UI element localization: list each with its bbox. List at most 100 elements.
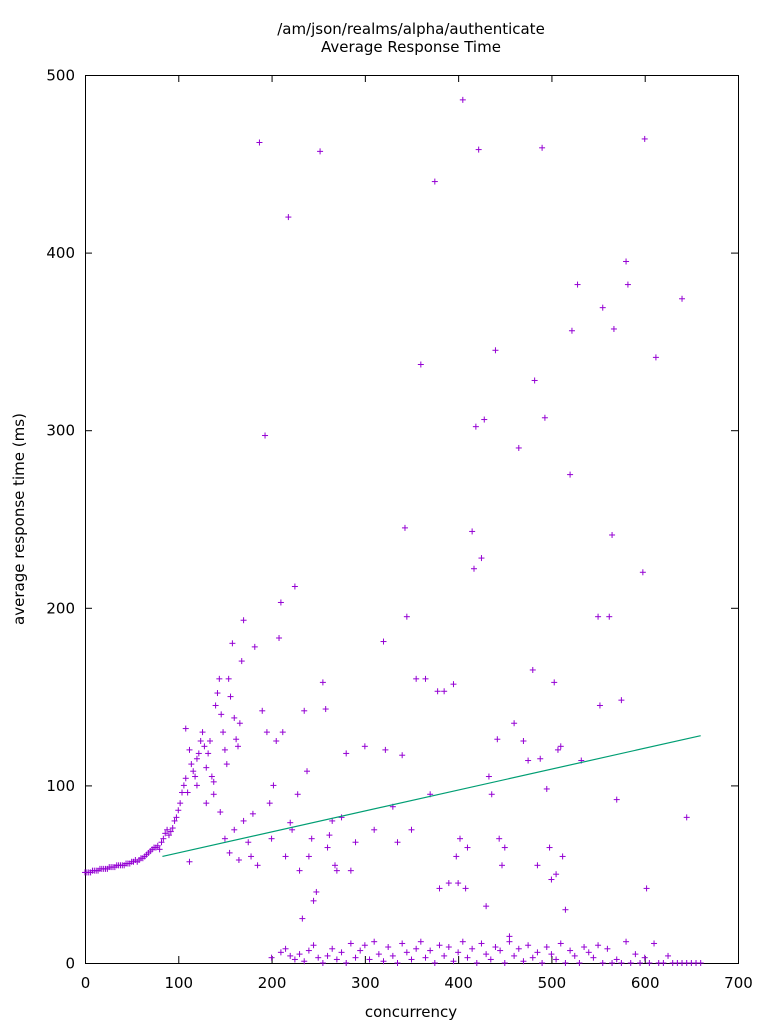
data-point <box>445 880 452 887</box>
data-point <box>464 844 471 851</box>
data-point <box>562 960 569 966</box>
x-tick-label: 300 <box>351 974 380 992</box>
data-point <box>496 835 503 842</box>
data-point <box>203 800 210 807</box>
data-point <box>581 944 588 951</box>
data-point <box>554 746 561 753</box>
data-point <box>268 835 275 842</box>
data-point <box>186 858 193 865</box>
data-point <box>338 814 345 821</box>
y-tick-label: 500 <box>46 67 75 85</box>
data-point <box>478 940 485 947</box>
data-point <box>497 947 504 954</box>
data-point <box>401 524 408 531</box>
data-point <box>557 743 564 750</box>
data-point <box>343 750 350 757</box>
chart-subtitle: Average Response Time <box>321 38 501 56</box>
data-point <box>329 945 336 952</box>
data-point <box>291 956 298 963</box>
data-point <box>399 752 406 759</box>
y-tick-label: 400 <box>46 244 75 262</box>
data-point <box>371 938 378 945</box>
data-point <box>641 135 648 142</box>
data-point <box>212 702 219 709</box>
data-point <box>422 954 429 961</box>
data-point <box>380 638 387 645</box>
data-point <box>606 613 613 620</box>
data-point <box>525 757 532 764</box>
data-point <box>571 952 578 959</box>
x-tick-label: 100 <box>164 974 193 992</box>
data-point <box>366 956 373 963</box>
data-point <box>618 697 625 704</box>
data-point <box>193 782 200 789</box>
data-point <box>319 960 326 966</box>
data-point <box>319 679 326 686</box>
data-point <box>282 853 289 860</box>
data-point <box>304 768 311 775</box>
data-point <box>235 856 242 863</box>
data-points <box>82 96 704 966</box>
data-point <box>610 325 617 332</box>
data-point <box>310 942 317 949</box>
data-point <box>651 940 658 947</box>
data-point <box>385 944 392 951</box>
data-point <box>481 416 488 423</box>
data-point <box>515 444 522 451</box>
data-point <box>207 738 214 744</box>
data-point <box>315 954 322 961</box>
data-point <box>623 938 630 945</box>
data-point <box>459 96 466 103</box>
data-point <box>229 640 236 647</box>
data-point <box>310 897 317 904</box>
data-point <box>660 960 667 966</box>
data-point <box>529 954 536 961</box>
data-point <box>291 583 298 590</box>
data-point <box>539 144 546 151</box>
data-point <box>394 960 401 966</box>
data-point <box>537 755 544 762</box>
data-point <box>305 947 312 954</box>
data-point <box>282 945 289 952</box>
data-point <box>450 958 457 965</box>
data-point <box>445 944 452 951</box>
data-point <box>665 952 672 959</box>
data-point <box>352 839 359 846</box>
y-axis: 0 100 200 300 400 500 <box>46 67 738 973</box>
y-tick-label: 0 <box>65 955 75 973</box>
data-point <box>553 871 560 878</box>
data-point <box>361 942 368 949</box>
x-tick-label: 700 <box>724 974 753 992</box>
data-point <box>624 281 631 288</box>
data-point <box>501 844 508 851</box>
trend-line <box>162 735 701 858</box>
data-point <box>317 148 324 155</box>
data-point <box>408 826 415 833</box>
data-point <box>459 938 466 945</box>
data-point <box>567 471 574 478</box>
data-point <box>294 791 301 798</box>
data-point <box>506 938 513 945</box>
data-point <box>186 746 193 753</box>
data-point <box>434 688 441 695</box>
data-point <box>637 960 644 966</box>
data-point <box>548 951 555 958</box>
data-point <box>546 844 553 851</box>
data-point <box>380 958 387 965</box>
data-point <box>268 954 275 961</box>
data-point <box>299 915 306 922</box>
data-point <box>485 773 492 780</box>
data-point <box>333 867 340 874</box>
data-point <box>210 791 217 798</box>
data-point <box>551 679 558 686</box>
data-point <box>277 949 284 956</box>
data-point <box>590 954 597 961</box>
data-point <box>332 862 339 869</box>
chart-title: /am/json/realms/alpha/authenticate <box>277 20 545 38</box>
data-point <box>599 960 606 966</box>
data-point <box>568 327 575 334</box>
data-point <box>595 613 602 620</box>
data-point <box>462 885 469 892</box>
data-point <box>697 960 704 966</box>
